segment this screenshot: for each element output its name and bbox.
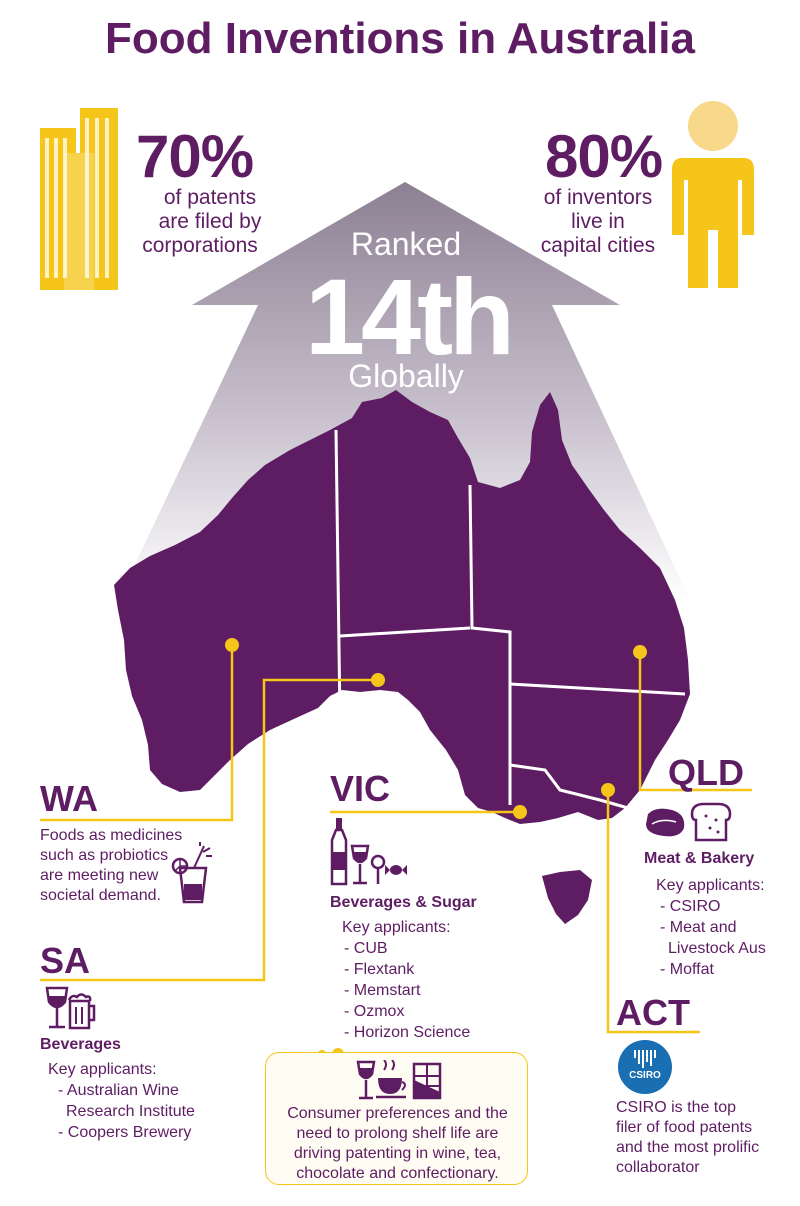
- cocktail-icon: [171, 842, 212, 904]
- note-icons: [356, 1060, 442, 1100]
- list-item: Research Institute: [66, 1103, 195, 1120]
- bread-icon: [690, 802, 732, 842]
- stat-left-line3: corporations: [142, 234, 258, 257]
- stat-right-line3: capital cities: [540, 234, 656, 257]
- act-label: ACT: [616, 992, 690, 1033]
- note-line: driving patenting in wine, tea,: [293, 1145, 502, 1162]
- act-line: filer of food patents: [616, 1119, 753, 1136]
- tea-cup-icon: [376, 1060, 406, 1099]
- csiro-logo-text: CSIRO: [629, 1070, 661, 1081]
- stat-right-line1: of inventors: [543, 186, 653, 209]
- wa-line: Foods as medicines: [40, 827, 183, 844]
- stat-right-text: of inventors live in capital cities: [528, 186, 668, 258]
- stat-left-text: of patents are filed by corporations: [142, 186, 270, 258]
- australia-map: [114, 390, 690, 824]
- person-icon: [672, 101, 754, 288]
- qld-applicants: Key applicants: - CSIRO - Meat and Lives…: [656, 876, 766, 980]
- qld-label: QLD: [668, 752, 744, 793]
- note-line: Consumer preferences and the: [287, 1105, 508, 1122]
- list-item: - Moffat: [660, 961, 714, 978]
- csiro-logo: CSIRO: [618, 1040, 672, 1094]
- chocolate-icon: [412, 1062, 442, 1100]
- connector-lines: [40, 645, 752, 1034]
- qld-icons: [646, 802, 732, 842]
- act-line: and the most prolific: [616, 1139, 760, 1156]
- stat-left-line1: of patents: [163, 186, 257, 209]
- note-line: chocolate and confectionary.: [296, 1165, 499, 1182]
- list-item: - Ozmox: [344, 1003, 405, 1020]
- list-item: - Horizon Science: [344, 1024, 471, 1041]
- list-item: Livestock Aus: [668, 940, 766, 957]
- rank-top-text: Ranked: [350, 226, 462, 262]
- location-dots: [225, 638, 647, 1060]
- wa-line: societal demand.: [40, 887, 161, 904]
- rank-value: 14th: [304, 256, 515, 377]
- stat-right-line2: live in: [571, 210, 625, 233]
- vic-applicants-title: Key applicants:: [342, 919, 451, 936]
- wa-description: Foods as medicines such as probiotics ar…: [40, 826, 210, 906]
- steak-icon: [646, 808, 685, 837]
- vic-icons: [330, 818, 407, 886]
- wine-glass-icon: [356, 1060, 376, 1100]
- list-item: - Flextank: [344, 961, 415, 978]
- list-item: - Memstart: [344, 982, 421, 999]
- buildings-icon: [40, 108, 118, 290]
- note-line: need to prolong shelf life are: [296, 1125, 499, 1142]
- qld-applicants-title: Key applicants:: [656, 877, 765, 894]
- sa-category: Beverages: [40, 1036, 121, 1053]
- note-text: Consumer preferences and the need to pro…: [275, 1104, 520, 1184]
- state-borders: [334, 429, 686, 810]
- vic-label: VIC: [330, 768, 391, 809]
- act-line: collaborator: [616, 1159, 700, 1176]
- wine-bottle-icon: [330, 818, 348, 886]
- list-item: - Australian Wine: [58, 1082, 179, 1099]
- list-item: - CUB: [344, 940, 388, 957]
- csiro-logo-bars: [618, 1040, 672, 1068]
- act-line: CSIRO is the top: [616, 1099, 737, 1116]
- tasmania-map: [542, 870, 592, 924]
- list-item: - CSIRO: [660, 898, 721, 915]
- stat-left-line2: are filed by: [158, 210, 262, 233]
- wine-glass-icon: [350, 844, 370, 885]
- page-title: Food Inventions in Australia: [105, 14, 695, 63]
- wa-label: WA: [40, 778, 98, 819]
- list-item: - Meat and: [660, 919, 737, 936]
- wa-line: such as probiotics: [40, 847, 169, 864]
- sa-applicants-title: Key applicants:: [48, 1061, 157, 1078]
- qld-category: Meat & Bakery: [644, 850, 755, 867]
- sa-applicants: Key applicants: - Australian Wine Resear…: [48, 1060, 195, 1143]
- beer-mug-icon: [67, 993, 96, 1030]
- wine-glass-icon: [45, 986, 69, 1029]
- list-item: - Coopers Brewery: [58, 1124, 192, 1141]
- stat-left-value: 70%: [136, 123, 254, 190]
- rank-bottom-text: Globally: [348, 358, 464, 394]
- stat-right-value: 80%: [545, 123, 663, 190]
- vic-applicants: Key applicants: - CUB - Flextank - Memst…: [342, 918, 470, 1043]
- note-box: [265, 1052, 528, 1185]
- lollipop-icon: [370, 854, 386, 884]
- candy-icon: [385, 865, 407, 875]
- wa-line: are meeting new: [40, 867, 159, 884]
- vic-category: Beverages & Sugar: [330, 894, 477, 911]
- act-description: CSIRO is the top filer of food patents a…: [616, 1098, 796, 1178]
- sa-label: SA: [40, 940, 91, 981]
